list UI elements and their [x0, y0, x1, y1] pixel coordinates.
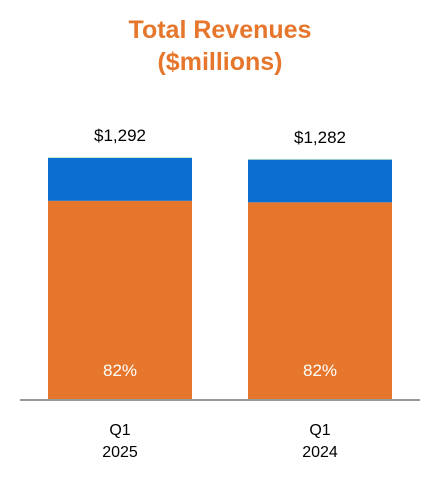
bar-total-label-1: $1,292: [94, 126, 146, 145]
bar-share-label-1: 82%: [103, 361, 137, 380]
bar-segment-1-3: [48, 157, 192, 158]
bar-segment-2-1: [248, 202, 392, 400]
chart-subtitle: ($millions): [157, 48, 283, 76]
category-label-2-line-1: Q1: [309, 422, 330, 439]
bar-segment-1-1: [48, 200, 192, 400]
category-label-1-line-2: 2025: [102, 444, 138, 461]
chart-title: Total Revenues: [128, 16, 312, 44]
category-label-2-line-2: 2024: [302, 444, 338, 461]
bar-total-label-2: $1,282: [294, 128, 346, 147]
bar-segment-2-3: [248, 158, 392, 160]
category-label-1-line-1: Q1: [109, 422, 130, 439]
bar-segment-2-2: [248, 159, 392, 203]
bar-share-label-2: 82%: [303, 361, 337, 380]
bar-segment-1-2: [48, 157, 192, 201]
